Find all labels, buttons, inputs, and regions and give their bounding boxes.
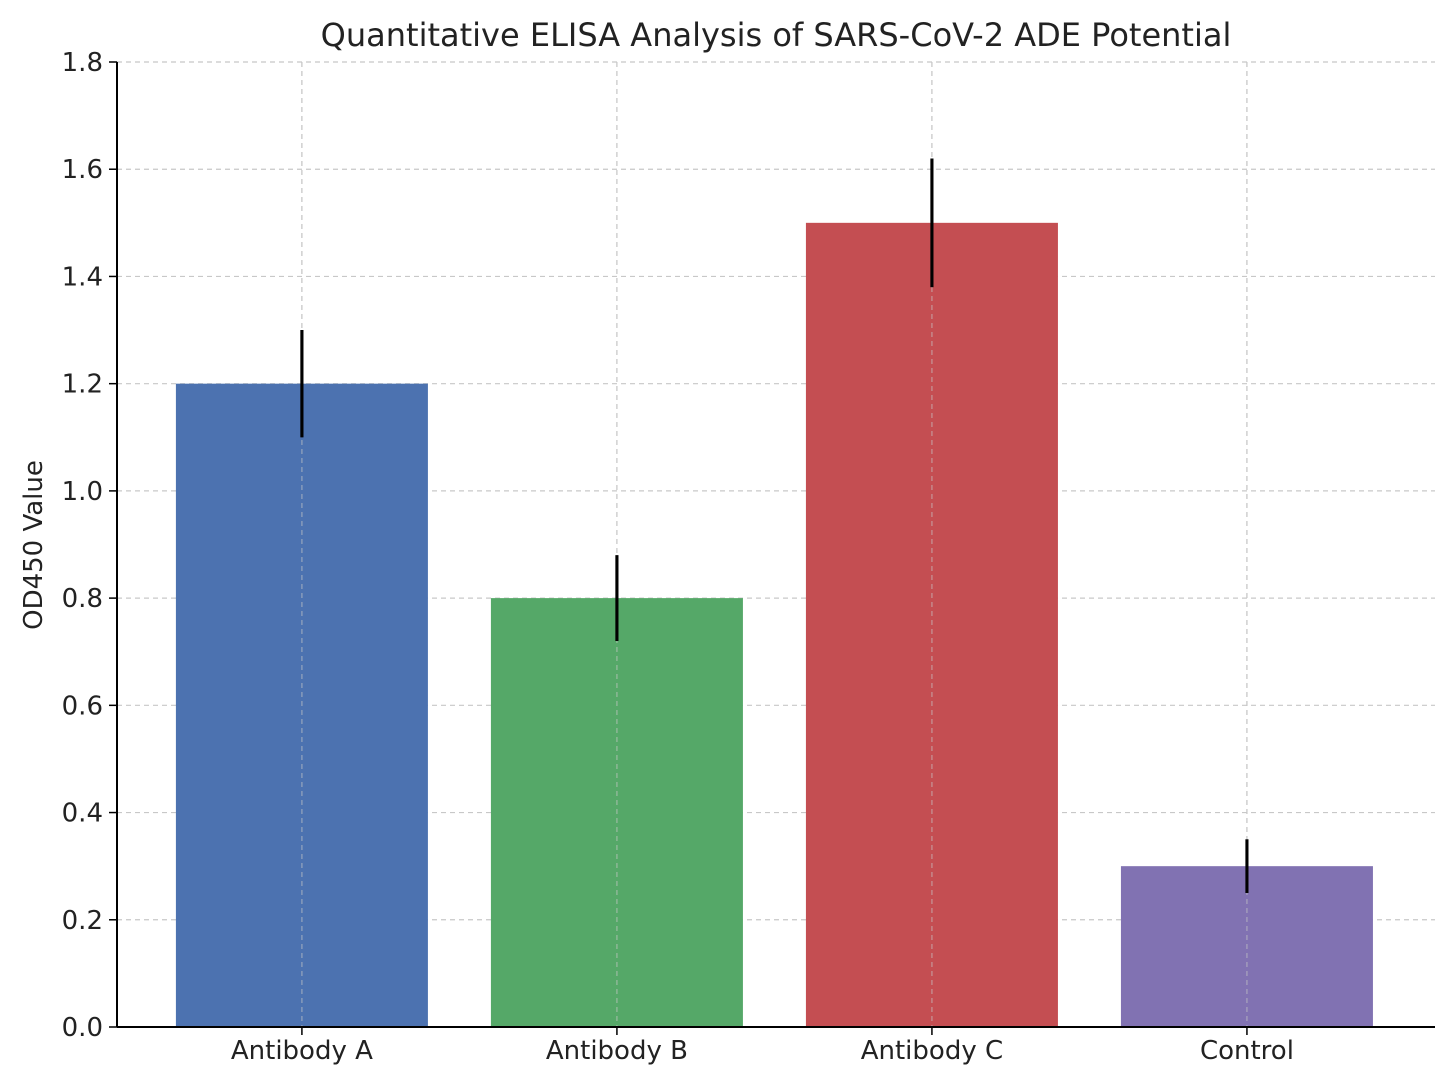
y-ticks: 0.0 0.2 0.4 0.6 0.8 1.0 1.2 1.4 1.6 1.8 [62, 48, 117, 1043]
x-tick-label: Antibody C [861, 1036, 1003, 1066]
x-tick-label: Antibody A [231, 1036, 373, 1066]
y-tick-label: 1.4 [62, 262, 103, 292]
y-tick-label: 0.6 [62, 691, 103, 721]
axes [116, 62, 1435, 1028]
chart-title: Quantitative ELISA Analysis of SARS-CoV-… [321, 16, 1232, 54]
error-bars [300, 62, 1249, 1027]
y-tick-label: 0.8 [62, 584, 103, 614]
bars [175, 222, 1373, 1028]
y-tick-label: 1.0 [62, 477, 103, 507]
y-axis-label: OD450 Value [19, 460, 49, 630]
y-tick-label: 1.6 [62, 155, 103, 185]
x-tick-label: Control [1200, 1036, 1294, 1066]
y-tick-label: 0.2 [62, 906, 103, 936]
x-ticks: Antibody A Antibody B Antibody C Control [231, 1027, 1294, 1066]
y-tick-label: 0.0 [62, 1013, 103, 1043]
x-tick-label: Antibody B [546, 1036, 688, 1066]
y-tick-label: 1.2 [62, 370, 103, 400]
y-tick-label: 0.4 [62, 799, 103, 829]
y-tick-label: 1.8 [62, 48, 103, 78]
